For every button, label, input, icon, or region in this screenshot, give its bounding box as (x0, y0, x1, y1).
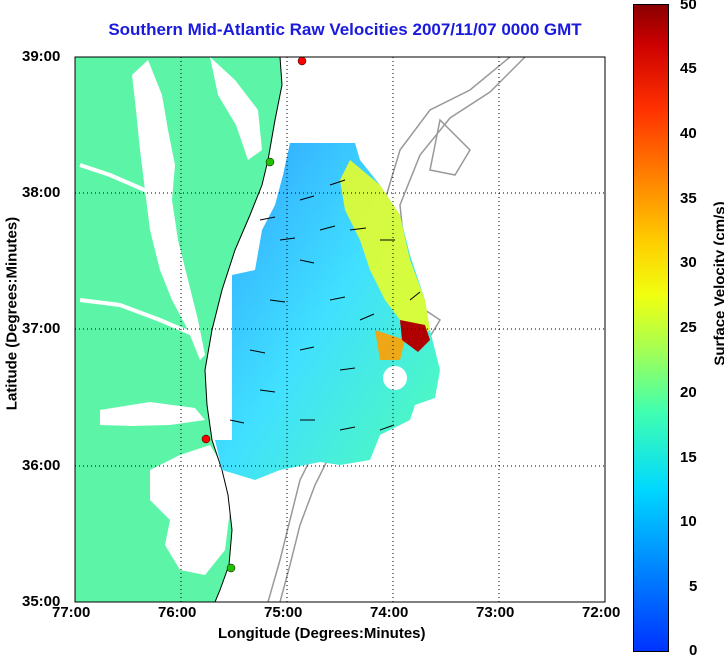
y-tick-label: 37:00 (22, 320, 61, 337)
colorbar-tick: 10 (680, 513, 697, 530)
colorbar-label: Surface Velocity (cm/s) (711, 201, 724, 366)
x-tick-label: 74:00 (370, 604, 409, 621)
colorbar-tick: 35 (680, 190, 697, 207)
albemarle-sound (100, 402, 205, 426)
x-tick-label: 75:00 (264, 604, 303, 621)
y-axis-label: Latitude (Degrees:Minutes) (3, 216, 21, 411)
station-marker (297, 57, 307, 66)
y-tick-label: 36:00 (22, 457, 61, 474)
y-tick-label: 35:00 (22, 593, 61, 610)
velocity-yellow-zone (340, 160, 430, 340)
x-axis-label: Longitude (Degrees:Minutes) (218, 625, 426, 642)
pamlico-sound (150, 445, 230, 575)
coastline (204, 57, 283, 602)
x-tick-label: 73:00 (476, 604, 515, 621)
colorbar-tick: 40 (680, 125, 697, 142)
graticule (75, 57, 605, 602)
y-tick-label: 38:00 (22, 184, 61, 201)
river-james (79, 298, 196, 337)
chesapeake-bay (132, 60, 205, 360)
y-tick-label: 39:00 (22, 48, 61, 65)
colorbar-tick: 25 (680, 319, 697, 336)
colorbar-tick: 20 (680, 384, 697, 401)
river-potomac (79, 163, 166, 202)
x-tick-label: 72:00 (582, 604, 621, 621)
velocity-orange-zone (375, 330, 405, 360)
x-tick-label: 77:00 (52, 604, 91, 621)
plot-frame (74, 56, 606, 603)
map-title: Southern Mid-Atlantic Raw Velocities 200… (108, 20, 582, 39)
station-marker (265, 157, 275, 167)
velocity-vectors (229, 179, 421, 431)
no-data-hole (383, 366, 407, 390)
velocity-max-zone (400, 320, 430, 352)
colorbar-tick: 5 (689, 578, 698, 595)
colorbar-tick: 15 (680, 449, 697, 466)
colorbar-tick: 30 (680, 254, 697, 271)
colorbar-tick: 0 (689, 642, 698, 659)
delaware-bay (210, 57, 262, 160)
x-tick-label: 76:00 (158, 604, 197, 621)
colorbar (633, 4, 669, 652)
colorbar-tick: 50 (680, 0, 697, 13)
colorbar-tick: 45 (680, 60, 697, 77)
station-marker (226, 563, 236, 573)
station-marker (201, 434, 211, 444)
